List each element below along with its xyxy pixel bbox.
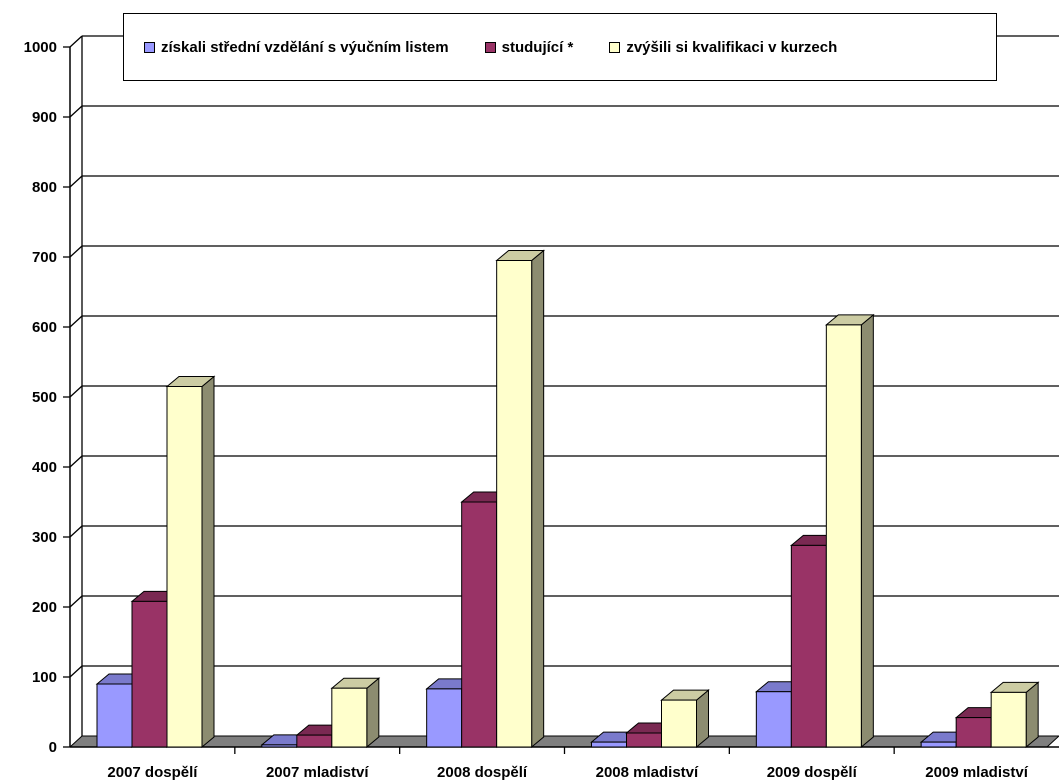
bar xyxy=(330,677,381,749)
gridline-slant xyxy=(69,525,83,538)
bar-front xyxy=(591,741,627,748)
chart-legend: získali střední vzdělání s výučním liste… xyxy=(123,13,997,81)
y-tick-label: 200 xyxy=(32,599,57,616)
chart-floor-plane xyxy=(68,735,1059,748)
bar-front xyxy=(661,699,697,748)
bar-side xyxy=(201,375,215,749)
legend-swatch xyxy=(144,41,155,53)
bar-front xyxy=(755,691,792,748)
bar-layer xyxy=(95,249,1040,749)
legend-swatch xyxy=(609,41,621,53)
gridline-slant xyxy=(69,385,83,398)
y-tick-label: 100 xyxy=(32,669,57,686)
grid-layer xyxy=(69,35,1059,736)
bar-side xyxy=(531,249,545,749)
bar-front xyxy=(790,544,827,748)
legend-item-vyucni-list: získali střední vzdělání s výučním liste… xyxy=(144,39,449,56)
y-tick-label: 0 xyxy=(49,739,57,756)
bar-front xyxy=(920,741,957,748)
y-tick-label: 700 xyxy=(32,249,57,266)
legend-label: získali střední vzdělání s výučním liste… xyxy=(161,38,449,56)
bar xyxy=(824,313,875,749)
bar-front xyxy=(261,744,298,748)
x-category-label: 2008 dospělí xyxy=(437,764,528,781)
x-category-label: 2008 mladiství xyxy=(596,764,699,781)
legend-label: zvýšili si kvalifikaci v kurzech xyxy=(626,38,838,56)
bar-front xyxy=(626,732,662,748)
gridline-slant xyxy=(69,105,83,118)
bar-front xyxy=(990,691,1027,748)
bar-front xyxy=(96,683,133,748)
y-tick-label: 600 xyxy=(32,319,57,336)
bar-side xyxy=(366,677,380,749)
bar-front xyxy=(166,386,203,748)
gridline-slant xyxy=(69,175,83,188)
gridline-slant xyxy=(69,315,83,328)
y-tick-label: 900 xyxy=(32,109,57,126)
bar-front xyxy=(461,501,498,748)
x-category-label: 2007 dospělí xyxy=(107,764,198,781)
gridline-slant xyxy=(69,245,83,258)
bar xyxy=(660,689,710,749)
gridline-slant xyxy=(69,665,83,678)
y-tick-label: 1000 xyxy=(24,39,57,56)
bar-front xyxy=(825,324,862,748)
bar-side xyxy=(860,313,874,749)
y-tick-label: 400 xyxy=(32,459,57,476)
x-category-label: 2009 mladiství xyxy=(925,764,1028,781)
bar xyxy=(165,375,216,749)
gridline-slant xyxy=(69,35,83,48)
bar-front xyxy=(496,260,533,748)
legend-label: studující * xyxy=(501,38,574,56)
legend-swatch xyxy=(484,41,496,53)
bar-front xyxy=(955,717,992,748)
bar-front xyxy=(131,600,168,748)
axis-layer xyxy=(63,46,1059,754)
gridline-slant xyxy=(69,455,83,468)
bar xyxy=(989,681,1040,749)
bar-side xyxy=(1025,681,1039,749)
x-category-label: 2007 mladiství xyxy=(266,764,369,781)
x-category-label: 2009 dospělí xyxy=(767,764,858,781)
bar-front xyxy=(331,687,368,748)
y-tick-label: 300 xyxy=(32,529,57,546)
y-tick-label: 800 xyxy=(32,179,57,196)
legend-item-kurzy: zvýšili si kvalifikaci v kurzech xyxy=(609,39,837,56)
y-tick-label: 500 xyxy=(32,389,57,406)
gridline-slant xyxy=(69,595,83,608)
bar-front xyxy=(296,734,333,748)
label-layer: 0 100 200 300 400 500 600 700 800 900 1000 2007 dos… xyxy=(24,39,1029,781)
bar xyxy=(495,249,546,749)
chart-floor xyxy=(68,735,1059,748)
bar-front xyxy=(426,688,463,748)
legend-item-studujici: studující * xyxy=(484,38,574,56)
